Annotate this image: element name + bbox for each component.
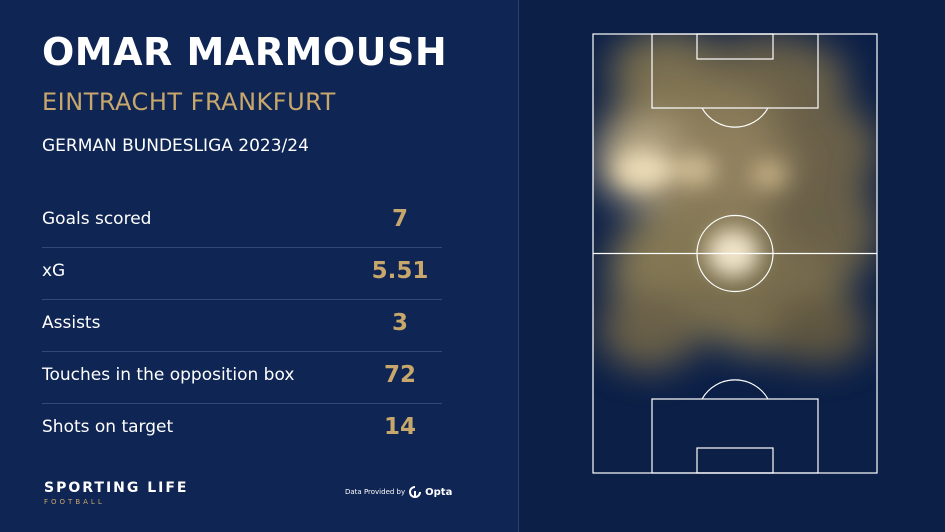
brand-logo: SPORTING LIFE FOOTBALL: [44, 480, 189, 506]
heatmap-pitch: [592, 33, 878, 474]
stat-row: xG 5.51: [42, 248, 442, 300]
stat-value: 3: [391, 310, 408, 336]
stat-label: Touches in the opposition box: [42, 365, 295, 385]
player-name: OMAR MARMOUSH: [42, 30, 448, 74]
provider-name: Opta: [425, 486, 453, 498]
heatmap-panel: [519, 0, 945, 532]
stats-panel: OMAR MARMOUSH EINTRACHT FRANKFURT GERMAN…: [0, 0, 518, 532]
panel-divider: [518, 0, 519, 532]
stat-label: Shots on target: [42, 417, 174, 437]
stat-value: 72: [383, 362, 416, 388]
provider-text: Data Provided by: [345, 488, 406, 496]
competition-label: GERMAN BUNDESLIGA 2023/24: [42, 136, 309, 156]
heatmap-layer: [594, 34, 877, 370]
stat-row: Touches in the opposition box 72: [42, 352, 442, 404]
stat-label: xG: [42, 261, 66, 281]
stat-value: 5.51: [371, 258, 429, 284]
stat-value: 7: [391, 206, 408, 232]
stat-label: Assists: [42, 313, 101, 333]
brand-subtitle: FOOTBALL: [44, 498, 105, 506]
stat-label: Goals scored: [42, 209, 152, 229]
stats-table: Goals scored 7 xG 5.51 Assists 3 Touches…: [42, 196, 442, 455]
pitch-lines: [592, 33, 878, 474]
data-provider: Data Provided by Opta: [345, 486, 452, 498]
club-name: EINTRACHT FRANKFURT: [42, 88, 336, 116]
stat-value: 14: [383, 414, 416, 440]
stat-row: Shots on target 14: [42, 404, 442, 455]
stat-row: Goals scored 7: [42, 196, 442, 248]
stat-row: Assists 3: [42, 300, 442, 352]
brand-title: SPORTING LIFE: [44, 480, 189, 496]
opta-logo-icon: [409, 486, 422, 498]
